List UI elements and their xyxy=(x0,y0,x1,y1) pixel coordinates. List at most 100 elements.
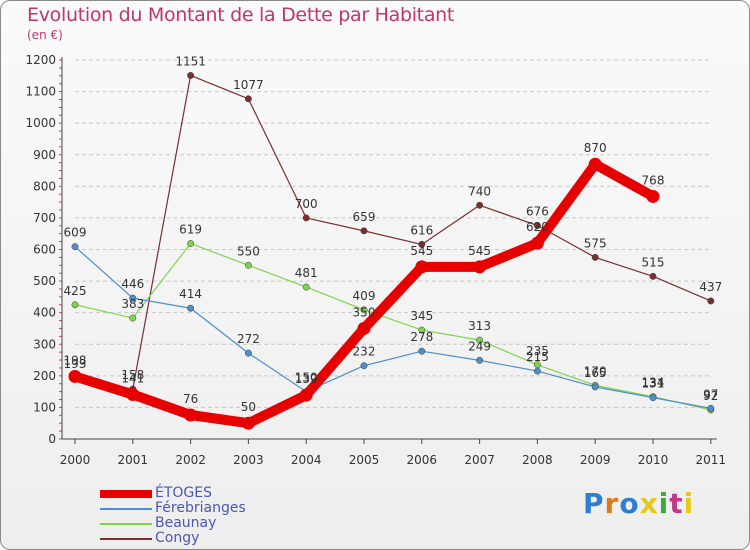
data-point xyxy=(360,362,368,370)
data-point xyxy=(71,243,79,251)
data-point xyxy=(357,321,371,335)
data-point xyxy=(244,95,252,103)
data-label: 550 xyxy=(237,244,260,258)
data-labels: 193 158 1151 1077 700 659 616 740 676 575 515 437 42… xyxy=(64,54,723,414)
data-label: 425 xyxy=(64,284,87,298)
data-label: 249 xyxy=(468,339,491,353)
data-point xyxy=(129,314,137,322)
data-label: 97 xyxy=(703,387,718,401)
data-point xyxy=(473,260,487,274)
data-label: 619 xyxy=(179,222,202,236)
data-label: 345 xyxy=(410,309,433,323)
data-label: 150 xyxy=(295,371,318,385)
series-lines xyxy=(68,72,715,430)
y-tick-label: 300 xyxy=(33,337,56,351)
data-point xyxy=(360,306,368,314)
data-label: 481 xyxy=(295,266,318,280)
data-label: 409 xyxy=(353,289,376,303)
data-point xyxy=(476,201,484,209)
y-tick-label: 400 xyxy=(33,306,56,320)
data-point xyxy=(187,304,195,312)
data-point xyxy=(533,222,541,229)
data-label: 350 xyxy=(353,305,376,319)
grid-lines xyxy=(75,59,711,408)
x-tick-label: 2000 xyxy=(60,453,91,467)
data-point xyxy=(71,301,79,309)
data-point xyxy=(187,240,195,247)
x-tick-label: 2004 xyxy=(291,453,322,467)
chart-title: Evolution du Montant de la Dette par Hab… xyxy=(27,4,455,26)
proxiti-logo: Proxiti xyxy=(583,487,694,520)
data-label: 131 xyxy=(642,377,665,391)
data-label: 515 xyxy=(642,255,665,269)
data-label: 215 xyxy=(526,350,549,364)
data-label: 545 xyxy=(410,244,433,258)
data-point xyxy=(129,294,137,302)
legend-label: Congy xyxy=(155,530,200,546)
data-label: 659 xyxy=(353,210,376,224)
data-label: 134 xyxy=(642,376,665,390)
x-tick-label: 2002 xyxy=(175,453,206,467)
series-line-1 xyxy=(74,246,712,409)
data-label: 198 xyxy=(64,353,87,367)
y-tick-label: 700 xyxy=(33,211,56,225)
data-point xyxy=(418,347,426,355)
data-label: 383 xyxy=(121,297,144,311)
data-point xyxy=(126,387,140,401)
data-label: 193 xyxy=(64,357,87,371)
y-tick-label: 500 xyxy=(33,274,56,288)
x-tick-label: 2010 xyxy=(638,453,669,467)
data-point xyxy=(418,326,426,334)
data-label: 575 xyxy=(584,236,607,250)
data-label: 139 xyxy=(295,372,318,386)
x-tick-label: 2006 xyxy=(407,453,438,467)
data-point xyxy=(299,388,313,402)
data-point xyxy=(184,408,198,422)
data-point xyxy=(533,367,541,375)
y-tick-label: 800 xyxy=(33,179,56,193)
legend-label: Beaunay xyxy=(155,515,217,531)
data-point xyxy=(68,369,82,383)
logo-letter: i xyxy=(683,487,695,520)
data-label: 170 xyxy=(584,364,607,378)
data-label: 92 xyxy=(703,389,718,403)
data-point xyxy=(244,261,252,269)
x-tick-label: 2001 xyxy=(118,453,149,467)
data-label: 232 xyxy=(353,345,376,359)
chart-unit: (en €) xyxy=(27,28,63,42)
data-label: 414 xyxy=(179,287,202,301)
data-point xyxy=(649,272,657,280)
y-tick-label: 1000 xyxy=(25,116,56,130)
data-label: 235 xyxy=(526,344,549,358)
data-label: 700 xyxy=(295,197,318,211)
x-axis-ticks: 2000 2001 2002 2003 2004 2005 2006 2007 2008 2009… xyxy=(60,439,726,467)
x-tick-label: 2008 xyxy=(522,453,553,467)
data-point xyxy=(707,297,715,305)
data-point xyxy=(244,349,252,357)
data-label: 616 xyxy=(410,223,433,237)
data-label: 272 xyxy=(237,332,260,346)
data-point xyxy=(646,189,660,203)
data-label: 158 xyxy=(121,368,144,382)
logo-letter: o xyxy=(619,487,640,520)
x-tick-label: 2003 xyxy=(233,453,264,467)
logo-letter: x xyxy=(639,487,659,520)
data-point xyxy=(476,336,484,344)
y-tick-label: 1200 xyxy=(25,53,56,67)
y-tick-label: 200 xyxy=(33,369,56,383)
y-tick-label: 100 xyxy=(33,400,56,414)
x-tick-label: 2009 xyxy=(580,453,611,467)
legend-label: ÉTOGES xyxy=(155,485,212,501)
data-point xyxy=(591,253,599,261)
data-point xyxy=(241,416,255,430)
data-point xyxy=(415,260,429,274)
data-point xyxy=(418,240,426,248)
data-label: 141 xyxy=(121,371,144,385)
logo-letter: t xyxy=(669,487,684,520)
data-point xyxy=(360,227,368,235)
legend-swatch xyxy=(100,523,152,525)
y-tick-label: 900 xyxy=(33,148,56,162)
data-label: 545 xyxy=(468,244,491,258)
data-point xyxy=(649,394,657,402)
